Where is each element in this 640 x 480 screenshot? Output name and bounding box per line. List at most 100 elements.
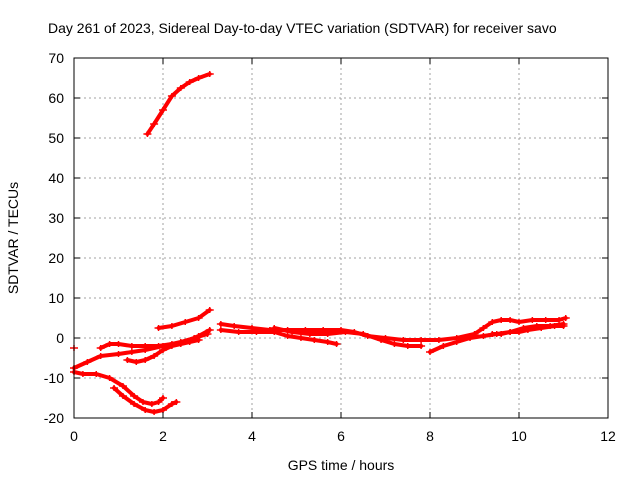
series-track-g [154,307,214,331]
data-point [488,331,497,337]
data-point [323,339,332,345]
data-point [185,339,194,345]
series-line [98,328,212,350]
data-point [96,353,105,359]
data-point [127,343,136,349]
x-tick-label: 0 [70,428,78,444]
data-point [150,121,159,127]
data-point [159,395,167,401]
x-tick-label: 4 [248,428,256,444]
data-point [181,319,190,325]
data-point [123,357,132,363]
data-point [154,325,163,331]
data-point [417,337,426,343]
data-point [159,347,167,353]
chart-title: Day 261 of 2023, Sidereal Day-to-day VTE… [48,20,557,36]
data-point [541,317,550,323]
data-point [92,371,101,377]
data-point [230,323,239,329]
x-tick-label: 10 [511,428,527,444]
series-track-j [270,325,426,349]
data-point [559,323,568,329]
y-tick-label: 40 [48,170,64,186]
data-point [159,107,167,113]
data-point [78,371,87,377]
y-tick-label: 50 [48,130,64,146]
data-point [270,325,279,331]
data-point [167,93,176,99]
y-tick-label: 60 [48,90,64,106]
y-axis-label: SDTVAR / TECUs [5,182,21,294]
series-line [112,386,179,414]
data-point [130,401,139,407]
data-point [288,329,297,335]
data-point [176,341,185,347]
data-point [528,317,537,323]
data-point [154,343,163,349]
data-point [417,343,426,349]
series-line [156,308,212,330]
data-point [150,353,159,359]
series-line [272,326,424,348]
data-point [341,329,350,335]
data-point [141,407,150,413]
data-point [167,343,176,349]
data-point [426,349,434,355]
data-point [537,325,546,331]
data-point [118,383,127,389]
y-tick-label: 70 [48,50,64,66]
data-point [114,341,123,347]
data-point [466,335,475,341]
data-point [147,401,156,407]
series-track-b [70,369,167,407]
data-point [434,337,443,343]
data-point [167,401,176,407]
data-point [439,343,448,349]
series-line [72,370,165,406]
data-point [132,359,141,365]
series-track-i [216,327,341,347]
series-track-d [70,331,212,371]
data-point [515,319,523,325]
data-point [110,385,119,391]
x-tick-label: 2 [159,428,167,444]
x-tick-label: 8 [426,428,434,444]
data-point [390,341,399,347]
data-point [138,399,147,405]
y-tick-label: -10 [44,370,64,386]
x-axis-label: GPS time / hours [288,457,395,473]
data-point [234,329,243,335]
data-point [127,349,136,355]
y-tick-label: 0 [56,330,64,346]
data-point [105,375,114,381]
data-point [332,341,341,347]
data-point [452,339,461,345]
data-point [403,343,412,349]
series-track-f [123,337,203,365]
data-point [141,357,150,363]
data-point [479,325,488,331]
data-point [96,345,105,351]
y-tick-label: 30 [48,210,64,226]
series-line [145,72,212,136]
series-track-c [110,385,181,415]
data-point [310,337,319,343]
data-point [550,323,559,329]
data-point [561,315,570,321]
data-point [506,317,515,323]
data-point [194,75,203,81]
data-point [205,327,214,333]
data-point [399,337,408,343]
data-point [359,331,368,337]
data-point [555,317,564,323]
data-point [176,85,185,91]
data-point [83,359,92,365]
ticks: 0 2 4 6 8 10 12 -20 -10 0 10 20 30 40 50 60 70 [44,50,616,444]
data-point [172,399,181,405]
data-point [283,333,292,339]
data-point [205,307,214,313]
data-point [205,71,214,77]
x-tick-label: 6 [337,428,345,444]
data-point [114,351,123,357]
